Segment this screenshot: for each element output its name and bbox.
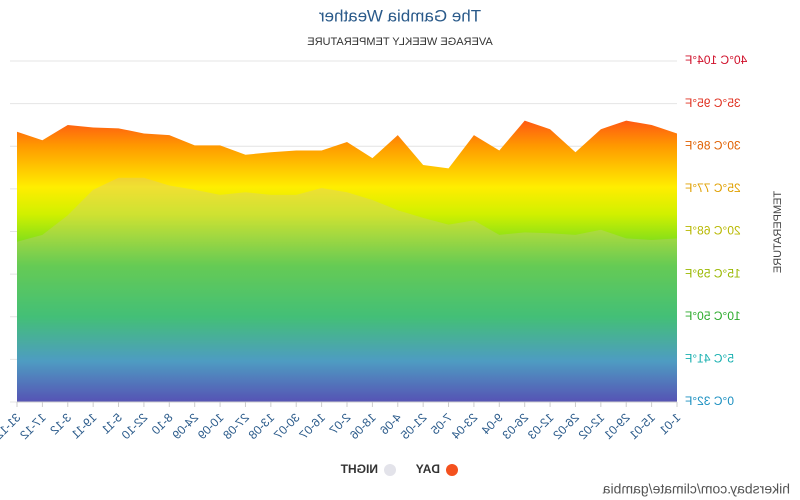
x-tick-label: 26-02	[550, 410, 582, 442]
y-tick-label: 20°C 68°F	[685, 224, 741, 238]
x-tick-label: 23-04	[448, 410, 480, 442]
x-tick-label: 1-01	[656, 410, 683, 437]
x-tick-label: 17-12	[17, 410, 49, 442]
x-tick-label: 31-12	[0, 410, 23, 442]
x-tick-label: 30-07	[271, 410, 303, 442]
x-tick-label: 19-11	[68, 410, 99, 441]
night-area	[17, 177, 677, 402]
y-tick-label: 35°C 95°F	[685, 96, 741, 110]
y-tick-label: 0°C 32°F	[685, 394, 734, 408]
x-tick-label: 10-09	[195, 410, 227, 442]
y-tick-label: 5°C 41°F	[685, 352, 734, 366]
x-tick-label: 16-07	[296, 410, 328, 442]
legend-swatch	[446, 464, 458, 476]
y-tick-label: 10°C 50°F	[685, 309, 741, 323]
day-area	[17, 120, 677, 403]
x-tick-label: 22-10	[118, 410, 150, 442]
mirrored-view: The Gambia Weather AVERAGE WEEKLY TEMPER…	[0, 6, 790, 496]
y-tick-label: 30°C 86°F	[685, 138, 741, 152]
watermark: hikersbay.com/climate/gambia	[603, 481, 790, 497]
chart-title: The Gambia Weather	[319, 6, 482, 25]
x-tick-label: 12-02	[575, 410, 607, 442]
x-tick-label: 15-01	[626, 410, 658, 442]
x-tick-label: 13-08	[245, 410, 277, 442]
x-tick-label: 21-05	[398, 410, 430, 442]
y-axis-label: TEMPERATURE	[772, 191, 784, 273]
x-tick-label: 24-09	[169, 410, 201, 442]
y-tick-label: 40°C 104°F	[685, 53, 747, 67]
legend-label: NIGHT	[340, 462, 378, 476]
x-tick-label: 27-08	[220, 410, 252, 442]
legend-label: DAY	[416, 462, 440, 476]
x-tick-label: 12-03	[525, 410, 557, 442]
y-tick-label: 25°C 77°F	[685, 181, 741, 195]
x-tick-label: 29-01	[601, 410, 633, 442]
x-tick-label: 18-06	[347, 410, 379, 442]
legend-swatch	[384, 464, 396, 476]
y-tick-label: 15°C 59°F	[685, 266, 741, 280]
chart-subtitle: AVERAGE WEEKLY TEMPERATURE	[307, 36, 492, 48]
x-tick-label: 3-12	[47, 410, 74, 437]
x-tick-label: 26-03	[499, 410, 531, 442]
